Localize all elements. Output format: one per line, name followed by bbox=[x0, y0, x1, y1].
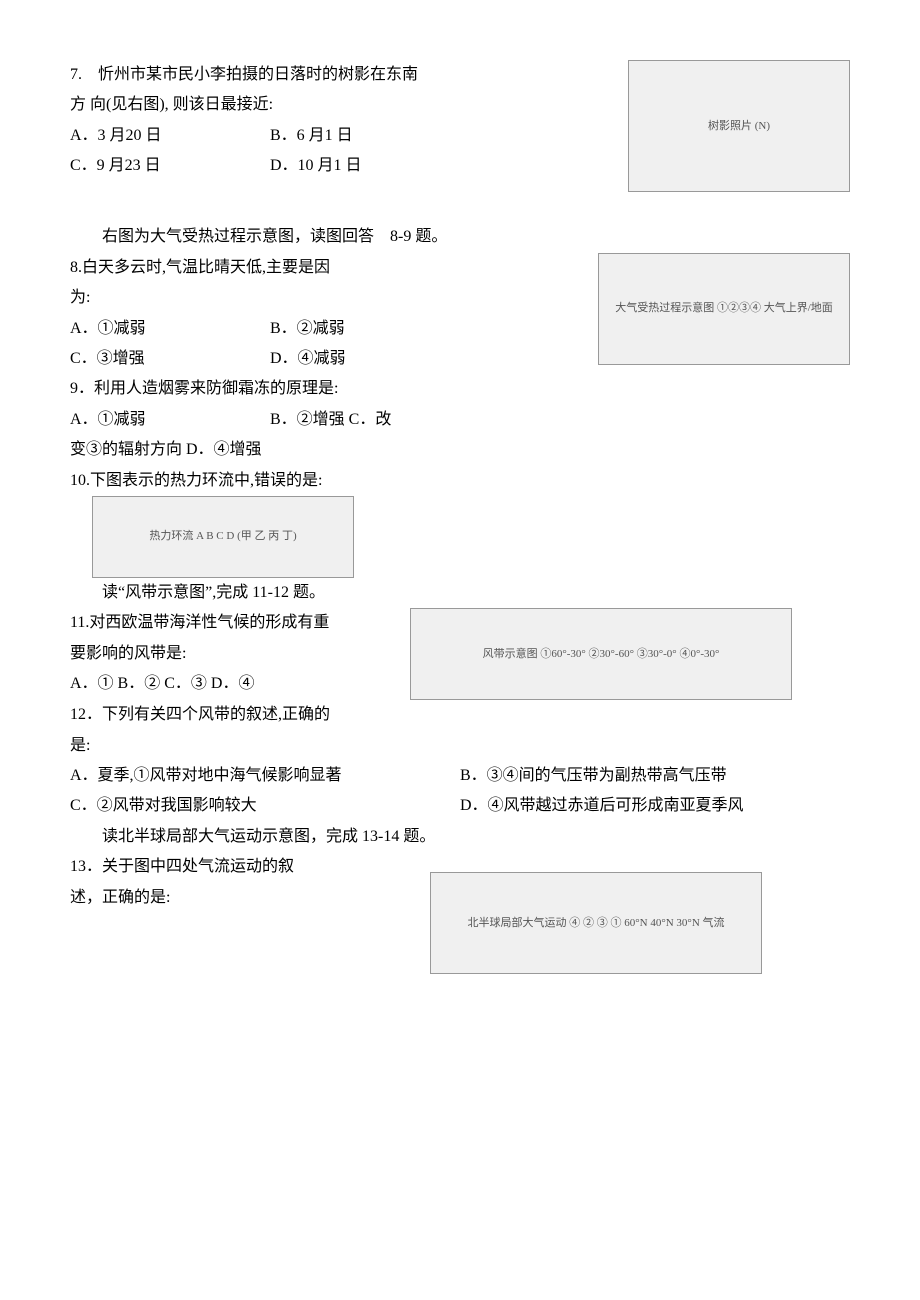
q11-stem-1: 11.对西欧温带海洋性气候的形成有重 bbox=[70, 608, 390, 638]
q7-text: 7. 忻州市某市民小李拍摄的日落时的树影在东南 方 向(见右图), 则该日最接近… bbox=[70, 60, 628, 182]
q8-text: 8.白天多云时,气温比晴天低,主要是因 为: A．①减弱 B．②减弱 C．③增强… bbox=[70, 253, 578, 375]
q8-opt-b: B．②减弱 bbox=[270, 314, 345, 344]
q8-opts-row2: C．③增强 D．④减弱 bbox=[70, 344, 578, 374]
wind-belt-diagram: 风带示意图 ①60°-30° ②30°-60° ③30°-0° ④0°-30° bbox=[410, 608, 792, 700]
q7-opt-a: A．3 月20 日 bbox=[70, 121, 270, 151]
q12-opt-d: D．④风带越过赤道后可形成南亚夏季风 bbox=[460, 791, 850, 821]
q8-opt-c: C．③增强 bbox=[70, 344, 270, 374]
q8-stem-1: 8.白天多云时,气温比晴天低,主要是因 bbox=[70, 253, 578, 283]
q12-opts-row1: A．夏季,①风带对地中海气候影响显著 B．③④间的气压带为副热带高气压带 bbox=[70, 761, 850, 791]
q8-opt-a: A．①减弱 bbox=[70, 314, 270, 344]
intro-13-14: 读北半球局部大气运动示意图，完成 13-14 题。 bbox=[70, 822, 850, 852]
q11-stem-2: 要影响的风带是: bbox=[70, 639, 390, 669]
q13-text: 13．关于图中四处气流运动的叙 述，正确的是: bbox=[70, 852, 370, 913]
q11-block: 11.对西欧温带海洋性气候的形成有重 要影响的风带是: A．① B．② C．③ … bbox=[70, 608, 850, 700]
q11-opts: A．① B．② C．③ D．④ bbox=[70, 669, 390, 699]
q8-opts-row1: A．①减弱 B．②减弱 bbox=[70, 314, 578, 344]
q13-block: 13．关于图中四处气流运动的叙 述，正确的是: 北半球局部大气运动 ④ ② ③ … bbox=[70, 852, 850, 974]
q7-opt-d: D．10 月1 日 bbox=[270, 151, 362, 181]
q8-stem-2: 为: bbox=[70, 283, 578, 313]
q12-opt-a: A．夏季,①风带对地中海气候影响显著 bbox=[70, 761, 460, 791]
q7-opts-row1: A．3 月20 日 B．6 月1 日 bbox=[70, 121, 628, 151]
air-movement-diagram: 北半球局部大气运动 ④ ② ③ ① 60°N 40°N 30°N 气流 bbox=[430, 872, 762, 974]
q7-opt-c: C．9 月23 日 bbox=[70, 151, 270, 181]
q12-stem-1: 12．下列有关四个风带的叙述,正确的 bbox=[70, 700, 850, 730]
q9-stem: 9．利用人造烟雾来防御霜冻的原理是: bbox=[70, 374, 850, 404]
intro-11-12: 读“风带示意图”,完成 11-12 题。 bbox=[70, 578, 850, 608]
q7-stem-1: 7. 忻州市某市民小李拍摄的日落时的树影在东南 bbox=[70, 60, 628, 90]
q9-opts-row1: A．①减弱 B．②增强 C．改 bbox=[70, 405, 850, 435]
q8-opt-d: D．④减弱 bbox=[270, 344, 346, 374]
q12-stem-2: 是: bbox=[70, 731, 850, 761]
q12-opt-b: B．③④间的气压带为副热带高气压带 bbox=[460, 761, 850, 791]
q12-opt-c: C．②风带对我国影响较大 bbox=[70, 791, 460, 821]
q7-figure: 树影照片 (N) bbox=[628, 60, 850, 192]
atmosphere-heating-diagram: 大气受热过程示意图 ①②③④ 大气上界/地面 bbox=[598, 253, 850, 365]
q13-stem-2: 述，正确的是: bbox=[70, 883, 370, 913]
q11-text: 11.对西欧温带海洋性气候的形成有重 要影响的风带是: A．① B．② C．③ … bbox=[70, 608, 390, 699]
q7-opts-row2: C．9 月23 日 D．10 月1 日 bbox=[70, 151, 628, 181]
q8-figure: 大气受热过程示意图 ①②③④ 大气上界/地面 bbox=[598, 253, 850, 365]
q9-opts-row2: 变③的辐射方向 D．④增强 bbox=[70, 435, 850, 465]
q9-opt-bc: B．②增强 C．改 bbox=[270, 405, 391, 435]
intro-8-9: 右图为大气受热过程示意图，读图回答 8-9 题。 bbox=[70, 222, 850, 252]
q12-opts-row2: C．②风带对我国影响较大 D．④风带越过赤道后可形成南亚夏季风 bbox=[70, 791, 850, 821]
q13-stem-1: 13．关于图中四处气流运动的叙 bbox=[70, 852, 370, 882]
q7-block: 7. 忻州市某市民小李拍摄的日落时的树影在东南 方 向(见右图), 则该日最接近… bbox=[70, 60, 850, 192]
tree-shadow-photo: 树影照片 (N) bbox=[628, 60, 850, 192]
q13-figure: 北半球局部大气运动 ④ ② ③ ① 60°N 40°N 30°N 气流 bbox=[430, 872, 762, 974]
q7-stem-2: 方 向(见右图), 则该日最接近: bbox=[70, 90, 628, 120]
thermal-circulation-diagram: 热力环流 A B C D (甲 乙 丙 丁) bbox=[92, 496, 354, 578]
q7-opt-b: B．6 月1 日 bbox=[270, 121, 353, 151]
q8-block: 8.白天多云时,气温比晴天低,主要是因 为: A．①减弱 B．②减弱 C．③增强… bbox=[70, 253, 850, 375]
q9-opt-a: A．①减弱 bbox=[70, 405, 270, 435]
q11-figure: 风带示意图 ①60°-30° ②30°-60° ③30°-0° ④0°-30° bbox=[410, 608, 792, 700]
q10-stem: 10.下图表示的热力环流中,错误的是: bbox=[70, 466, 850, 496]
